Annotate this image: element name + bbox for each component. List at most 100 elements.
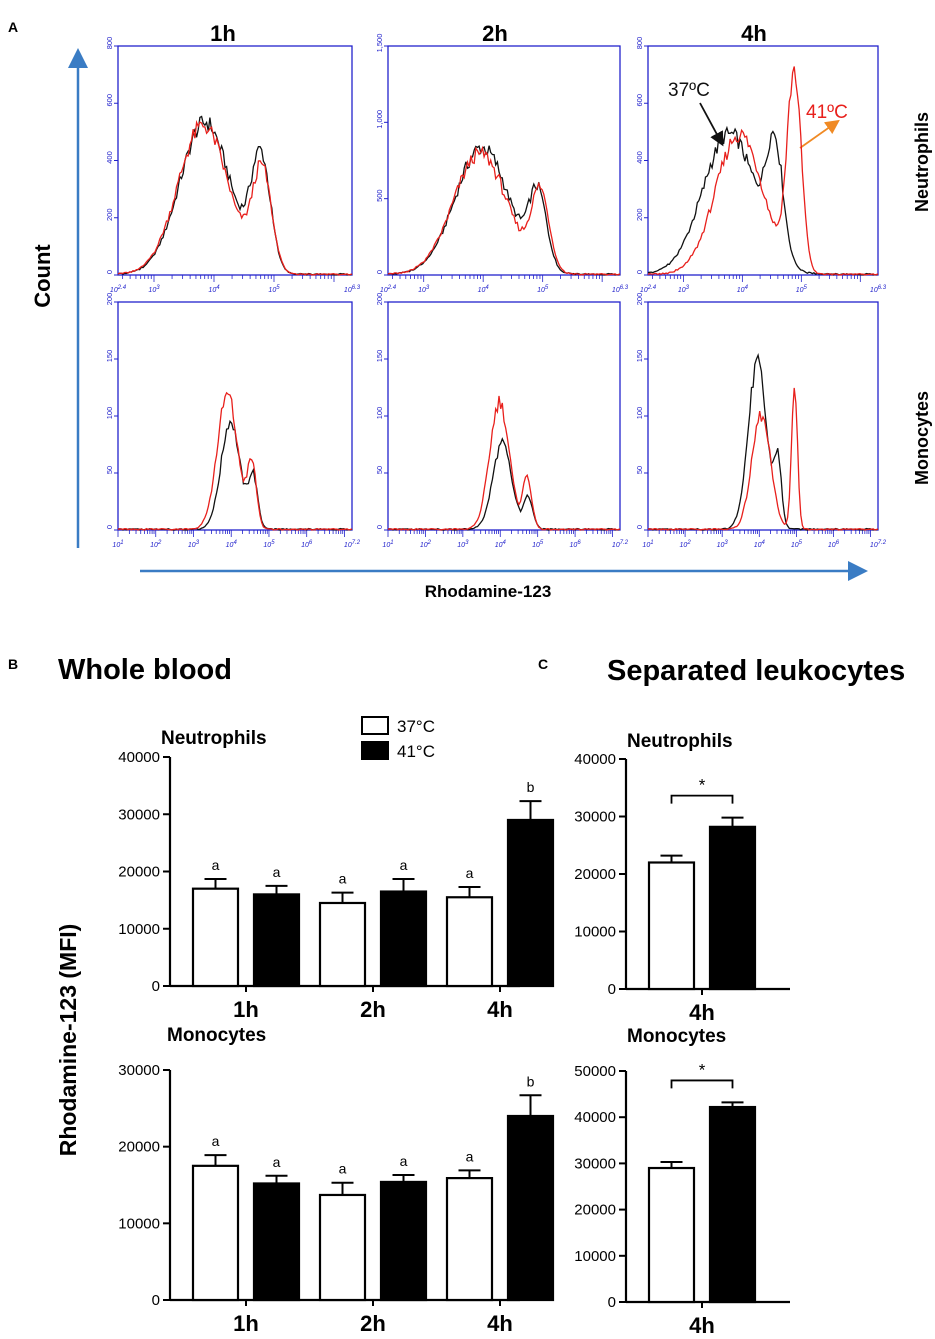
annotation-37c-arrow: [699, 102, 724, 147]
x-tick-label: 106: [301, 540, 313, 549]
significance-letter: a: [400, 1153, 408, 1169]
y-tick-label: 200: [635, 293, 644, 306]
x-tick-label: 102.4: [380, 285, 397, 294]
histogram-traces: [647, 66, 879, 276]
histogram-neutrophils-1h: 0 200 400 600 800 102.4 103 104 105 106.3: [105, 37, 361, 294]
y-tick-label: 150: [105, 350, 114, 363]
y-tick-label: 10000: [574, 924, 616, 941]
x-tick-label: 107.2: [612, 540, 629, 549]
bar-37-c-1h: [191, 887, 240, 988]
x-tick-label: 4h: [487, 1311, 513, 1336]
whole-blood-title: Whole blood: [58, 654, 232, 686]
y-tick-label: 800: [635, 37, 644, 50]
x-tick-label: 105: [263, 540, 275, 549]
x-tick-label: 4h: [689, 1313, 715, 1338]
y-tick-label: 0: [635, 270, 644, 274]
x-tick-label: 101: [382, 540, 393, 549]
y-tick-label: 0: [105, 525, 114, 529]
y-tick-label: 20000: [118, 1139, 160, 1156]
panel-label-a: A: [8, 19, 18, 35]
count-axis-title: Count: [30, 244, 55, 308]
trace-37-c: [647, 353, 879, 531]
bar-37-c-2h: [318, 901, 367, 988]
histogram-frame: [387, 45, 621, 276]
legend-swatch-41c: [361, 741, 389, 760]
significance-letter: a: [466, 1148, 474, 1164]
y-tick-label: 50: [105, 466, 114, 474]
bar-41-c-1h: [252, 893, 301, 988]
x-tick-label: 103: [188, 540, 200, 549]
y-tick-label: 1,000: [375, 110, 384, 129]
y-tick-label: 40000: [118, 749, 160, 766]
x-tick-label: 106.3: [344, 285, 361, 294]
x-tick-label: 105: [791, 540, 803, 549]
separated-leukocytes-title: Separated leukocytes: [607, 655, 905, 687]
y-tick-label: 0: [375, 525, 384, 529]
bar-chart-c-monocytes: Monocytes 0 10000 20000 30000 40000 50000 4h *: [574, 1026, 790, 1338]
x-tick-label: 104: [754, 540, 766, 549]
y-tick-label: 50: [635, 466, 644, 474]
significance-letter: a: [212, 857, 220, 873]
y-tick-label: 150: [635, 350, 644, 363]
histogram-monocytes-4h: 0 50 100 150 200 101 102 103 104 105 106 107.2: [635, 293, 887, 549]
annotation-37c: 37ºC: [668, 80, 710, 101]
y-tick-label: 30000: [118, 806, 160, 823]
time-header-2h: 2h: [482, 21, 508, 46]
y-tick-label: 200: [635, 208, 644, 221]
significance-star: *: [699, 776, 706, 795]
x-tick-label: 107.2: [344, 540, 361, 549]
significance-bracket: [670, 794, 734, 804]
x-tick-label: 4h: [487, 997, 513, 1022]
x-tick-label: 106.3: [612, 285, 629, 294]
bar-chart-b-neutrophils: Neutrophils 0 10000 20000 30000 40000 a a 1h a a 2h…: [118, 728, 555, 1022]
x-tick-label: 102.4: [640, 285, 657, 294]
x-tick-label: 4h: [689, 1000, 715, 1025]
bar-37-c-1h: [191, 1164, 240, 1302]
significance-letter: a: [273, 1154, 281, 1170]
trace-41-c: [117, 119, 353, 276]
x-tick-label: 104: [478, 285, 490, 294]
x-tick-label: 103: [717, 540, 729, 549]
x-tick-label: 105: [268, 285, 280, 294]
trace-41-c: [117, 391, 353, 531]
x-tick-label: 101: [642, 540, 653, 549]
y-tick-label: 0: [105, 270, 114, 274]
legend-swatch-37c: [361, 716, 389, 735]
significance-bracket: [670, 1079, 734, 1089]
rhodamine-axis-title: Rhodamine-123: [425, 582, 552, 601]
x-tick-label: 2h: [360, 1311, 386, 1336]
chart-title: Neutrophils: [627, 731, 733, 752]
significance-letter: a: [339, 1161, 347, 1177]
y-tick-label: 600: [635, 94, 644, 107]
x-tick-label: 105: [796, 285, 808, 294]
y-tick-label: 400: [105, 151, 114, 164]
histogram-traces: [387, 395, 621, 531]
annotation-41c: 41ºC: [806, 102, 848, 123]
histogram-neutrophils-4h: 0 200 400 600 800 102.4 103 104 105 106.3: [635, 37, 887, 294]
bar-41-c-4h: [506, 818, 555, 988]
x-tick-label: 103: [418, 285, 430, 294]
y-tick-label: 200: [105, 293, 114, 306]
legend-label-41c: 41°C: [397, 742, 435, 761]
annotation-41c-arrow: [799, 119, 840, 149]
x-tick-label: 106.3: [870, 285, 887, 294]
bar-41-c-4h: [708, 1105, 757, 1304]
y-tick-label: 50: [375, 466, 384, 474]
histogram-monocytes-1h: 0 50 100 150 200 101 102 103 104 105 106 107.2: [105, 293, 361, 549]
significance-letter: b: [527, 1073, 535, 1089]
x-tick-label: 107.2: [870, 540, 887, 549]
trace-41-c: [647, 387, 879, 531]
significance-letter: a: [212, 1133, 220, 1149]
bar-chart-c-neutrophils: Neutrophils 0 10000 20000 30000 40000 4h *: [574, 731, 790, 1025]
bar-41-c-4h: [708, 825, 757, 991]
histogram-frame: [117, 45, 353, 276]
y-tick-label: 10000: [574, 1248, 616, 1265]
bar-41-c-4h: [506, 1114, 555, 1302]
y-tick-label: 100: [635, 407, 644, 420]
chart-title: Neutrophils: [161, 728, 267, 749]
y-tick-label: 20000: [574, 1202, 616, 1219]
x-tick-label: 1h: [233, 997, 259, 1022]
y-tick-label: 40000: [574, 751, 616, 768]
y-tick-label: 10000: [118, 921, 160, 938]
